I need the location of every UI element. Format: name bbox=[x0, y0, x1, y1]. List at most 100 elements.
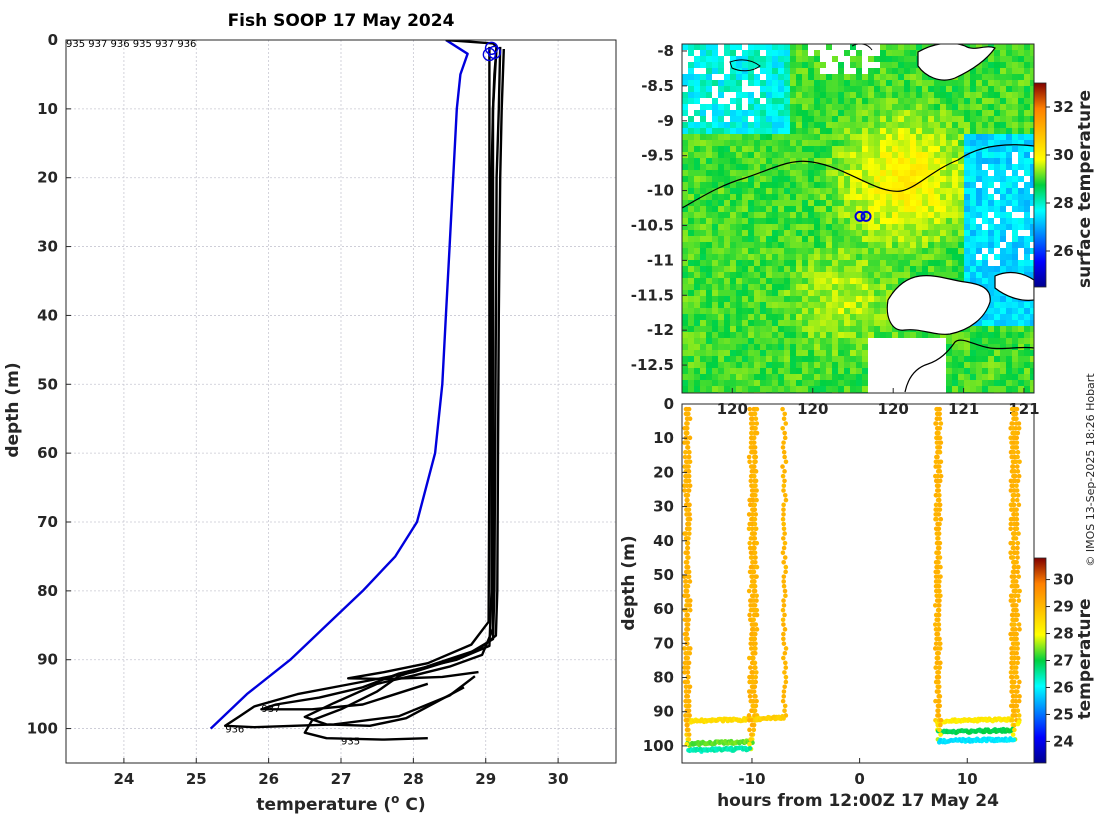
section-point bbox=[1016, 698, 1022, 704]
sst-cell bbox=[766, 206, 772, 212]
sst-cell bbox=[856, 158, 862, 164]
sst-cell bbox=[844, 326, 850, 332]
section-point bbox=[1013, 627, 1018, 632]
section-point bbox=[747, 694, 753, 699]
sst-cell bbox=[700, 266, 706, 272]
sst-cell bbox=[694, 134, 700, 140]
sst-cell bbox=[682, 236, 688, 242]
section-point bbox=[1013, 536, 1019, 541]
section-point bbox=[1013, 459, 1019, 465]
sst-cell bbox=[850, 98, 856, 104]
sst-cell bbox=[772, 74, 778, 80]
sst-cell bbox=[970, 242, 976, 248]
sst-cell bbox=[832, 182, 838, 188]
sst-cell bbox=[706, 182, 712, 188]
sst-cell bbox=[958, 98, 964, 104]
sst-cell bbox=[772, 284, 778, 290]
sst-cell bbox=[712, 56, 718, 62]
sst-cell bbox=[832, 224, 838, 230]
section-point bbox=[749, 732, 754, 737]
sst-cell bbox=[970, 356, 976, 362]
sst-cell bbox=[886, 230, 892, 236]
section-point bbox=[748, 641, 754, 646]
sst-cell bbox=[724, 158, 730, 164]
sst-cell bbox=[772, 374, 778, 380]
sst-cell bbox=[712, 176, 718, 182]
sst-cell bbox=[790, 338, 796, 344]
sst-cell bbox=[940, 272, 946, 278]
sst-cell bbox=[856, 116, 862, 122]
section-point bbox=[782, 684, 787, 690]
section-point bbox=[1010, 540, 1016, 546]
sst-cell bbox=[964, 134, 970, 140]
sst-cell bbox=[982, 218, 988, 224]
section-point bbox=[754, 564, 760, 570]
sst-cell bbox=[754, 386, 760, 392]
section-point bbox=[936, 674, 942, 680]
sst-cell bbox=[940, 134, 946, 140]
sst-cell bbox=[856, 386, 862, 392]
sst-cell bbox=[736, 128, 742, 134]
sst-cell bbox=[706, 302, 712, 308]
sst-cell bbox=[910, 140, 916, 146]
sst-cell bbox=[994, 386, 1000, 392]
sst-cell bbox=[946, 224, 952, 230]
sst-cell bbox=[952, 224, 958, 230]
sst-cell bbox=[1018, 68, 1024, 74]
sst-cell bbox=[904, 110, 910, 116]
sst-cell bbox=[784, 164, 790, 170]
sst-cell bbox=[718, 362, 724, 368]
section-point bbox=[748, 617, 753, 623]
sst-cell bbox=[766, 314, 772, 320]
sst-cell bbox=[712, 296, 718, 302]
section-point bbox=[935, 425, 940, 431]
sst-cell bbox=[808, 368, 814, 374]
sst-cell bbox=[814, 380, 820, 386]
sst-cell bbox=[1012, 374, 1018, 380]
sst-cell bbox=[766, 386, 772, 392]
sst-cell bbox=[712, 50, 718, 56]
sst-cell bbox=[730, 302, 736, 308]
sst-cell bbox=[850, 194, 856, 200]
sst-cell bbox=[1000, 302, 1006, 308]
sst-cell bbox=[682, 44, 688, 50]
sst-cell bbox=[844, 278, 850, 284]
sst-cell bbox=[754, 236, 760, 242]
sst-cell bbox=[886, 134, 892, 140]
sst-cell bbox=[850, 176, 856, 182]
sst-cell bbox=[868, 236, 874, 242]
sst-cell bbox=[820, 176, 826, 182]
sst-cell bbox=[754, 212, 760, 218]
sst-cell bbox=[1000, 56, 1006, 62]
sst-cell bbox=[970, 44, 976, 50]
sst-cell bbox=[718, 56, 724, 62]
sst-cell bbox=[772, 158, 778, 164]
sst-cell bbox=[700, 92, 706, 98]
section-point bbox=[687, 603, 693, 608]
sst-cell bbox=[1030, 200, 1034, 206]
sst-cell bbox=[688, 278, 694, 284]
section-point bbox=[783, 646, 789, 651]
section-point bbox=[753, 478, 759, 484]
sst-cell bbox=[934, 86, 940, 92]
sst-cell bbox=[820, 146, 826, 152]
sst-cell bbox=[904, 176, 910, 182]
sst-cell bbox=[1030, 320, 1034, 326]
sst-cell bbox=[742, 290, 748, 296]
sst-cell bbox=[838, 74, 844, 80]
sst-cell bbox=[706, 236, 712, 242]
section-point bbox=[1012, 622, 1017, 627]
sst-cell bbox=[700, 158, 706, 164]
sst-cell bbox=[970, 236, 976, 242]
sst-cell bbox=[802, 356, 808, 362]
section-point bbox=[1017, 694, 1022, 699]
sst-cell bbox=[928, 170, 934, 176]
sst-cell bbox=[730, 194, 736, 200]
sst-cell bbox=[934, 128, 940, 134]
sst-cell bbox=[838, 296, 844, 302]
sst-cell bbox=[796, 230, 802, 236]
sst-cell bbox=[688, 386, 694, 392]
section-point bbox=[753, 646, 758, 651]
sst-cell bbox=[760, 164, 766, 170]
sst-cell bbox=[736, 218, 742, 224]
